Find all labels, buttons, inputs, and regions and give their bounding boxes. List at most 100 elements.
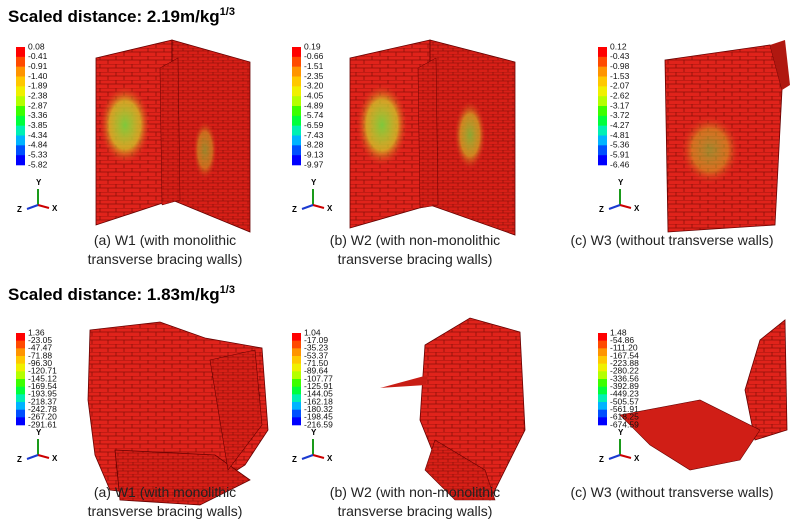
- color-band: [292, 356, 301, 364]
- legend-value: -242.78: [28, 404, 57, 414]
- color-band: [16, 106, 25, 117]
- color-band: [292, 155, 301, 166]
- legend-value: -9.97: [304, 159, 324, 169]
- color-band: [16, 386, 25, 395]
- triad-axis: [619, 454, 632, 459]
- color-band: [598, 66, 607, 77]
- legend-value: -0.98: [610, 61, 630, 71]
- triad-label: X: [52, 454, 58, 463]
- legend-value: 0.08: [28, 41, 45, 51]
- wall-model: [619, 319, 788, 471]
- triad-label: X: [327, 204, 333, 213]
- legend-value: -89.64: [304, 366, 328, 376]
- legend-value: -267.20: [28, 412, 57, 422]
- caption-line: (b) W2 (with non-monolithic: [330, 232, 500, 248]
- legend-value: -193.95: [28, 389, 57, 399]
- triad-axis: [608, 454, 621, 460]
- color-band: [16, 56, 25, 67]
- legend-value: -392.89: [610, 381, 639, 391]
- wall-model: [664, 40, 790, 233]
- legend-value: -162.18: [304, 396, 333, 406]
- color-band: [16, 379, 25, 387]
- caption-line: (a) W1 (with monolithic: [94, 232, 236, 248]
- triad-label: Z: [17, 455, 22, 464]
- legend-value: -618.25: [610, 412, 639, 422]
- color-band: [292, 47, 301, 58]
- legend-value: -2.87: [28, 100, 48, 110]
- legend-value: -5.74: [304, 110, 324, 120]
- legend-value: -1.40: [28, 71, 48, 81]
- legend-value: -8.28: [304, 140, 324, 150]
- color-band: [598, 135, 607, 146]
- legend-value: -4.27: [610, 120, 630, 130]
- legend-value: -23.05: [28, 335, 52, 345]
- color-band: [292, 135, 301, 146]
- color-band: [16, 47, 25, 58]
- color-band: [292, 348, 301, 357]
- legend-value: -216.59: [304, 419, 333, 429]
- color-band: [16, 96, 25, 107]
- color-band: [16, 340, 25, 349]
- triad-axis: [312, 204, 325, 209]
- triad-axis: [312, 454, 325, 459]
- color-band: [292, 76, 301, 87]
- caption-line: transverse bracing walls): [88, 503, 243, 519]
- heading-sup: 1/3: [220, 6, 235, 18]
- color-band: [16, 348, 25, 357]
- color-band: [598, 348, 607, 357]
- triad-label: Y: [36, 178, 42, 187]
- legend-value: -120.71: [28, 366, 57, 376]
- legend-value: -5.91: [610, 149, 630, 159]
- color-band: [292, 409, 301, 418]
- triad-label: Z: [17, 205, 22, 214]
- legend-value: -4.34: [28, 130, 48, 140]
- legend-value: -1.51: [304, 61, 324, 71]
- triad-label: X: [52, 204, 58, 213]
- wall-model: [95, 39, 251, 233]
- legend-value: -291.61: [28, 419, 57, 429]
- color-band: [292, 115, 301, 126]
- color-band: [292, 106, 301, 117]
- color-band: [598, 145, 607, 156]
- legend-value: -561.91: [610, 404, 639, 414]
- legend-value: -3.85: [28, 120, 48, 130]
- color-band: [598, 86, 607, 97]
- color-band: [292, 66, 301, 77]
- legend-value: -2.38: [28, 90, 48, 100]
- legend-value: -223.88: [610, 358, 639, 368]
- triad-axis: [619, 204, 632, 209]
- color-band: [598, 106, 607, 117]
- legend-value: -180.32: [304, 404, 333, 414]
- triad-label: Z: [599, 205, 604, 214]
- legend-value: -3.20: [304, 81, 324, 91]
- color-band: [16, 125, 25, 136]
- color-band: [598, 386, 607, 395]
- legend-value: -4.05: [304, 90, 324, 100]
- color-band: [292, 417, 301, 426]
- heading-text: Scaled distance: 2.19m/kg: [8, 7, 220, 26]
- color-band: [598, 356, 607, 364]
- color-band: [598, 409, 607, 418]
- color-band: [16, 66, 25, 77]
- color-band: [598, 340, 607, 349]
- color-band: [292, 379, 301, 387]
- color-band: [292, 340, 301, 349]
- triad-label: Y: [618, 178, 624, 187]
- color-band: [598, 155, 607, 166]
- triad-axis: [37, 204, 50, 209]
- legend-value: -336.56: [610, 373, 639, 383]
- triad-label: Y: [618, 428, 624, 437]
- color-band: [16, 155, 25, 166]
- legend-value: 0.19: [304, 41, 321, 51]
- legend-value: -47.47: [28, 343, 52, 353]
- triad-label: Z: [292, 205, 297, 214]
- legend-value: -3.72: [610, 110, 630, 120]
- color-band: [598, 47, 607, 58]
- wall-model: [87, 321, 269, 506]
- legend-value: -280.22: [610, 366, 639, 376]
- legend-value: -0.41: [28, 51, 48, 61]
- legend-value: 1.04: [304, 327, 321, 337]
- color-band: [292, 394, 301, 403]
- triad-axis: [26, 204, 39, 210]
- legend-value: -2.35: [304, 71, 324, 81]
